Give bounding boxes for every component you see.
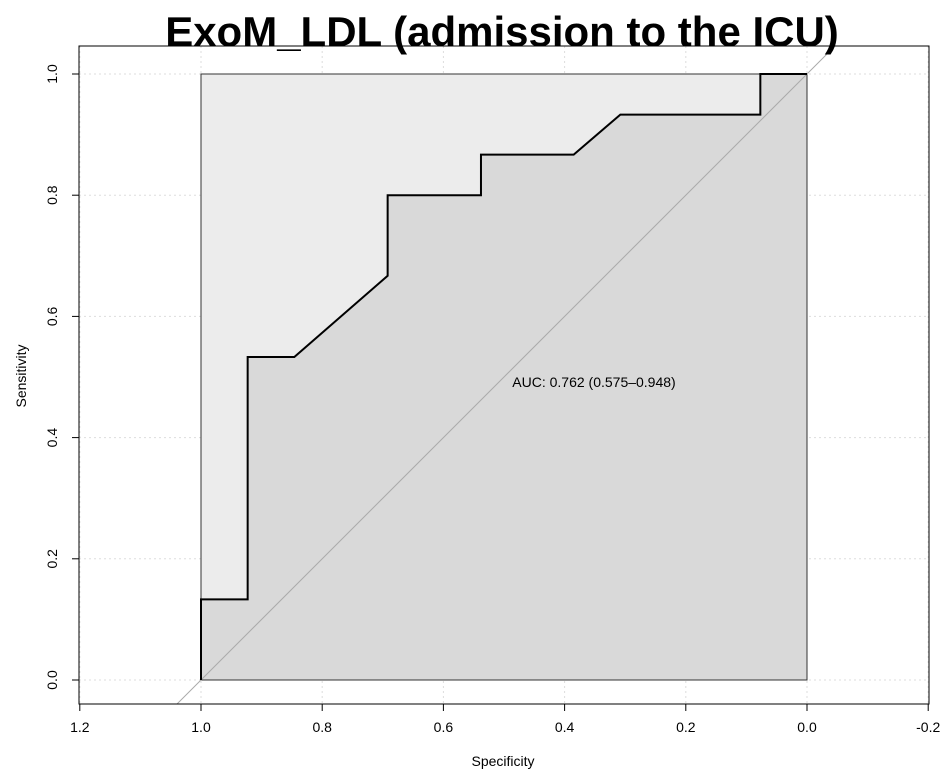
x-tick-label: 1.0 [191, 719, 211, 735]
auc-annotation: AUC: 0.762 (0.575–0.948) [512, 374, 675, 390]
y-tick-label: 0.8 [44, 185, 60, 205]
chart-title: ExoM_LDL (admission to the ICU) [165, 8, 839, 55]
plot-frame [78, 45, 930, 705]
x-axis-title: Specificity [471, 753, 534, 769]
x-tick-label: 0.6 [434, 719, 454, 735]
roc-curve-line [200, 73, 807, 680]
x-tick-label: -0.2 [916, 719, 940, 735]
x-tick-label: 0.8 [312, 719, 332, 735]
x-tick-label: 1.2 [70, 719, 90, 735]
x-tick-label: 0.2 [676, 719, 696, 735]
x-tick-label: 0.4 [555, 719, 575, 735]
y-tick-label: 0.6 [44, 306, 60, 326]
ci-region-border [200, 73, 808, 681]
y-tick-label: 1.0 [44, 64, 60, 84]
y-tick-label: 0.4 [44, 428, 60, 448]
reference-diagonal-line [176, 46, 836, 704]
y-axis-title: Sensitivity [13, 344, 29, 407]
y-tick-label: 0.2 [44, 549, 60, 569]
y-tick-label: 0.0 [44, 670, 60, 690]
x-tick-label: 0.0 [797, 719, 817, 735]
